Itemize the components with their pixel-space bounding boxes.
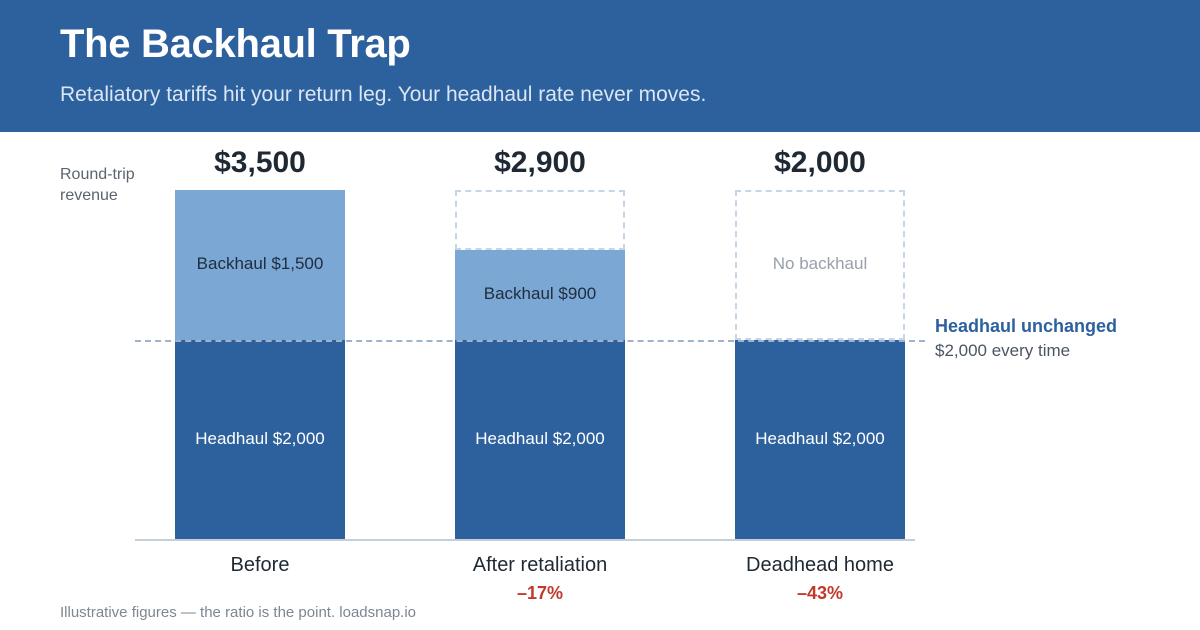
headhaul-label-1: Headhaul $2,000 <box>475 429 605 448</box>
change-label-1: –17% <box>516 583 564 603</box>
chart-title: The Backhaul Trap <box>60 22 411 66</box>
header-banner: The Backhaul Trap Retaliatory tariffs hi… <box>0 0 1200 132</box>
footnote: Illustrative figures — the ratio is the … <box>60 604 417 621</box>
change-label-2: –43% <box>796 583 844 603</box>
category-label-2: Deadhead home <box>746 554 894 576</box>
lost-backhaul-outline-2 <box>735 190 905 340</box>
backhaul-label-0: Backhaul $1,500 <box>196 254 324 273</box>
backhaul-label-1: Backhaul $900 <box>483 284 597 303</box>
reference-annotation-title: Headhaul unchanged <box>935 316 1118 336</box>
total-label-2: $2,000 <box>774 146 866 179</box>
backhaul-bar-1 <box>455 250 625 340</box>
chart-baseline <box>135 539 915 541</box>
y-axis-label: Round-trip revenue <box>60 166 135 204</box>
backhaul-bar-0 <box>175 190 345 340</box>
category-label-0: Before <box>230 554 290 576</box>
backhaul-label-2: No backhaul <box>772 254 868 273</box>
headhaul-reference-line <box>135 340 925 342</box>
headhaul-label-0: Headhaul $2,000 <box>195 429 325 448</box>
lost-backhaul-outline-1 <box>455 190 625 250</box>
total-label-1: $2,900 <box>494 146 586 179</box>
headhaul-bar-2 <box>735 340 905 540</box>
reference-annotation-subtitle: $2,000 every time <box>935 341 1071 360</box>
category-label-1: After retaliation <box>472 554 608 576</box>
headhaul-bar-0 <box>175 340 345 540</box>
total-label-0: $3,500 <box>214 146 306 179</box>
chart-subtitle: Retaliatory tariffs hit your return leg.… <box>60 83 707 106</box>
headhaul-bar-1 <box>455 340 625 540</box>
headhaul-label-2: Headhaul $2,000 <box>755 429 885 448</box>
